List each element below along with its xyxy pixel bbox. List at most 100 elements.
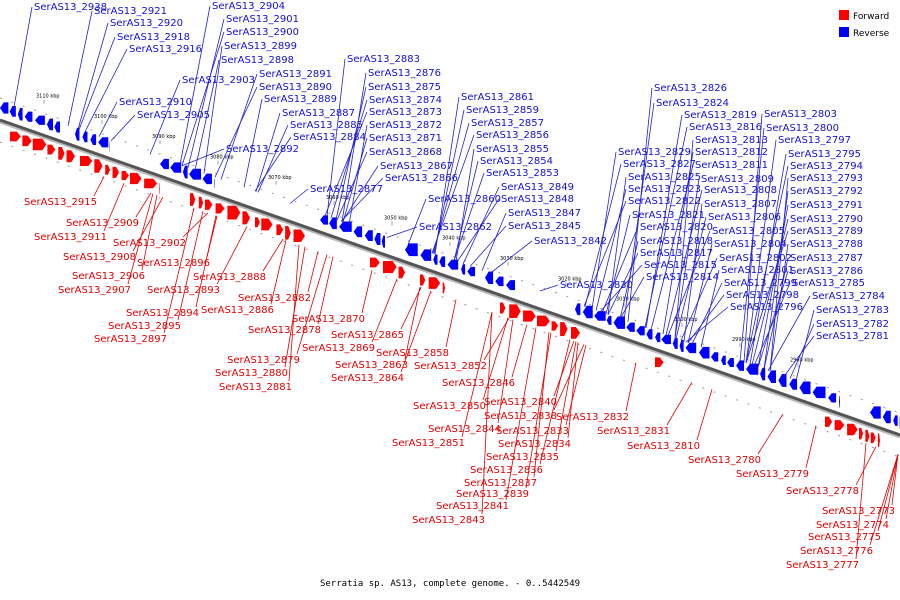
reverse-gene-label: SerAS13_2815 [644,260,717,271]
reverse-gene-arrow [214,178,215,188]
forward-gene-label: SerAS13_2896 [137,258,210,269]
label-connector [326,58,346,217]
reverse-gene-label: SerAS13_2921 [94,6,167,17]
label-connector [757,270,789,368]
forward-gene-arrow [523,310,536,322]
forward-gene-label: SerAS13_2839 [456,489,529,500]
label-connector [187,18,225,168]
label-connector [77,22,109,130]
label-connector [625,362,637,412]
forward-gene-arrow [121,170,129,181]
label-connector [482,317,509,401]
reverse-gene-label: SerAS13_2804 [714,239,787,250]
forward-gene-label: SerAS13_2780 [688,455,761,466]
forward-gene-arrow [370,257,380,268]
label-connector [132,196,164,252]
forward-gene-arrow [509,304,521,319]
label-connector [404,286,421,360]
forward-gene-arrow [22,135,32,147]
forward-gene-label: SerAS13_2907 [58,285,131,296]
reverse-gene-arrow [613,316,626,329]
label-connector [371,278,398,343]
label-connector [644,126,688,328]
reverse-gene-label: SerAS13_2855 [476,144,549,155]
label-connector [685,306,729,343]
forward-gene-arrow [66,150,75,163]
label-connector [553,340,575,397]
label-connector [553,344,585,411]
label-connector [583,200,627,307]
label-connector [431,134,475,254]
forward-gene-label: SerAS13_2886 [201,305,274,316]
reverse-gene-arrow [711,352,719,362]
reverse-gene-arrow [90,134,97,145]
forward-gene-arrow [144,178,158,189]
label-connector [763,190,789,370]
reverse-gene-label: SerAS13_2809 [701,174,774,185]
reverse-gene-arrow [461,264,466,275]
reverse-gene-arrow [767,370,777,383]
reverse-gene-arrow [82,131,88,143]
reverse-gene-arrow [661,334,671,345]
label-connector [461,312,493,438]
label-connector [763,257,789,370]
reverse-gene-label: SerAS13_2805 [712,226,785,237]
tick-label: 3110 kbp [36,94,60,100]
reverse-gene-label: SerAS13_2920 [110,18,183,29]
reverse-gene-label: SerAS13_2918 [117,32,190,43]
reverse-gene-arrow [202,173,212,185]
forward-gene-arrow [870,432,876,444]
reverse-gene-label: SerAS13_2898 [221,55,294,66]
label-connector [433,109,465,254]
label-connector [330,99,368,218]
reverse-gene-arrow [54,121,60,133]
forward-gene-arrow [560,322,568,336]
tick-label: 2990 kbp [732,337,756,343]
reverse-gene-label: SerAS13_2823 [628,184,701,195]
reverse-gene-label: SerAS13_2829 [618,147,691,158]
label-connector [341,165,379,222]
tick-label: 2980 kbp [790,358,814,364]
reverse-gene-arrow [575,303,581,316]
reverse-gene-label: SerAS13_2822 [628,196,701,207]
legend-reverse-label: Reverse [853,29,890,39]
label-connector [680,257,718,341]
reverse-gene-label: SerAS13_2889 [264,94,337,105]
reverse-gene-arrow [447,259,459,270]
label-connector [619,276,645,320]
label-connector [623,102,655,321]
label-connector [453,160,479,261]
label-connector [103,183,125,232]
forward-gene-label: SerAS13_2894 [126,308,199,319]
reverse-gene-arrow [160,158,169,170]
label-connector [511,324,528,378]
reverse-gene-arrow [594,311,606,321]
label-connector [584,163,622,307]
reverse-gene-label: SerAS13_2791 [790,200,863,211]
backbone-line [0,118,900,437]
tick-marks: 3110 kbp 3100 kbp 3090 kbp 3080 kbp 3070 kbp… [36,94,814,368]
forward-gene-arrow [276,224,284,236]
label-connector [214,86,258,178]
label-connector [769,177,789,372]
tick-label: 3020 kbp [558,276,582,282]
label-connector [110,114,136,142]
tick-label: 3060 kbp [326,195,350,201]
reverse-gene-label: SerAS13_2862 [419,222,492,233]
reverse-gene-arrow [582,305,593,319]
reverse-gene-arrow [870,406,881,419]
forward-gene-label: SerAS13_2777 [786,560,859,571]
label-connector [489,240,533,274]
forward-gene-label: SerAS13_2837 [464,478,537,489]
forward-gene-label: SerAS13_2865 [331,330,404,341]
label-connector [456,198,500,263]
forward-gene-arrow [500,302,506,314]
reverse-gene-arrow [46,118,54,131]
reverse-gene-label: SerAS13_2792 [790,186,863,197]
label-connector [877,454,899,532]
label-connector [805,425,817,469]
forward-gene-arrow [159,183,160,195]
reverse-gene-arrow [329,217,337,230]
forward-gene-arrow [255,217,260,228]
